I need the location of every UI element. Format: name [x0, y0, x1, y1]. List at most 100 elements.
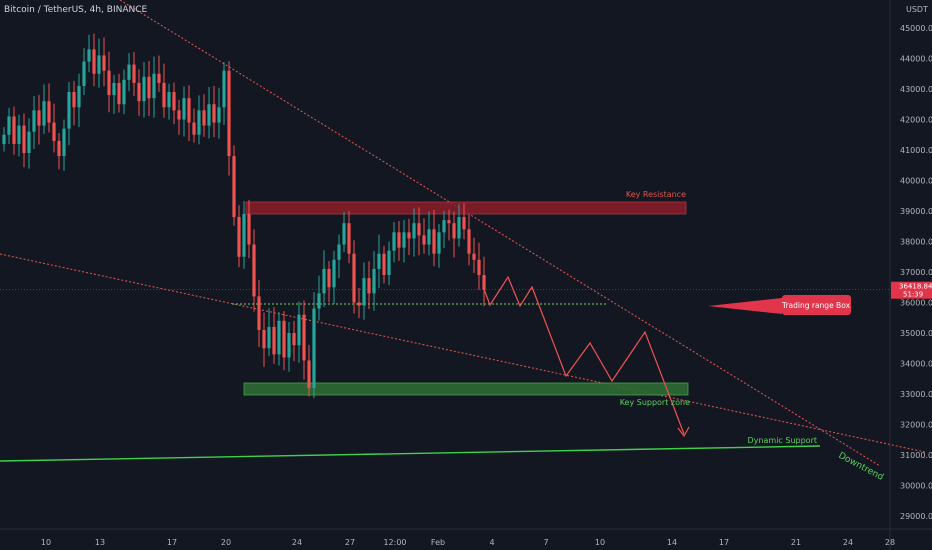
lower-trend-line — [0, 253, 926, 453]
y-tick-label: 30000.00 — [900, 482, 932, 491]
candle-body — [157, 73, 161, 83]
currency-label[interactable]: USDT — [906, 5, 928, 14]
candle-body — [227, 70, 231, 157]
candle-body — [362, 278, 366, 306]
y-tick-label: 44000.00 — [900, 55, 932, 64]
y-tick-label: 33000.00 — [900, 390, 932, 399]
x-tick-label: 17 — [167, 538, 177, 547]
candle-body — [142, 76, 146, 102]
candle-body — [182, 98, 186, 120]
candle-body — [7, 116, 11, 135]
x-tick-label: 10 — [595, 538, 605, 547]
candle-body — [277, 320, 281, 355]
candle-body — [57, 140, 61, 157]
candle-body — [167, 92, 171, 108]
candle-body — [382, 253, 386, 276]
x-tick-label: 13 — [95, 538, 105, 547]
candle-body — [342, 223, 346, 245]
x-tick-label: 7 — [543, 538, 548, 547]
candle-body — [297, 314, 301, 346]
candle-body — [302, 314, 306, 361]
candle-body — [442, 220, 446, 233]
candle-body — [272, 326, 276, 355]
candle-body — [287, 333, 291, 358]
y-tick-label: 37000.00 — [900, 268, 932, 277]
candle-body — [82, 61, 86, 86]
dynamic-support-label: Dynamic Support — [748, 436, 817, 445]
candle-body — [77, 85, 81, 108]
candle-body — [62, 128, 66, 157]
candle-body — [67, 92, 71, 129]
x-tick-label: 12:00 — [383, 538, 406, 547]
candle-body — [242, 214, 246, 257]
candle-body — [107, 70, 111, 96]
x-tick-label: 24 — [292, 538, 302, 547]
y-tick-label: 31000.00 — [900, 451, 932, 460]
x-tick-label: 17 — [719, 538, 729, 547]
projection-path — [483, 275, 685, 435]
symbol-title[interactable]: Bitcoin / TetherUS, 4h, BINANCE — [4, 5, 148, 15]
candle-body — [32, 110, 36, 132]
candle-body — [347, 223, 351, 254]
x-tick-label: 27 — [345, 538, 355, 547]
candle-body — [232, 156, 236, 218]
key-support-zone — [243, 382, 689, 396]
key-resistance-label: Key Resistance — [626, 190, 686, 199]
candle-body — [17, 125, 21, 144]
y-tick-label: 42000.00 — [900, 116, 932, 125]
candle-body — [477, 259, 481, 276]
candle-body — [102, 55, 106, 71]
time-axis[interactable]: 10 13 17 20 24 27 12:00 Feb 4 7 10 14 17 21 24 28 — [0, 528, 932, 547]
candle-body — [387, 250, 391, 276]
candle-body — [247, 214, 251, 245]
y-tick-label: 41000.00 — [900, 146, 932, 155]
downtrend-line — [119, 0, 881, 467]
candle-body — [147, 76, 151, 99]
x-tick-label: 10 — [41, 538, 51, 547]
candle-body — [327, 268, 331, 288]
candle-body — [452, 223, 456, 239]
y-tick-label: 45000.00 — [900, 24, 932, 33]
candle-body — [72, 92, 76, 108]
candle-body — [47, 101, 51, 123]
candle-body — [312, 308, 316, 388]
candle-body — [87, 49, 91, 62]
candle-body — [187, 98, 191, 123]
candle-body — [392, 232, 396, 251]
candle-body — [27, 131, 31, 154]
candle-body — [2, 134, 6, 144]
candle-body — [317, 293, 321, 309]
candle-body — [217, 107, 221, 123]
x-tick-label: 20 — [221, 538, 231, 547]
candle-body — [282, 320, 286, 358]
candle-body — [467, 229, 471, 254]
trend-lines — [0, 0, 926, 467]
candle-body — [357, 302, 361, 306]
candle-body — [112, 82, 116, 96]
y-tick-label: 39000.00 — [900, 207, 932, 216]
candle-body — [332, 259, 336, 288]
candle-body — [152, 73, 156, 99]
candle-body — [197, 110, 201, 135]
y-tick-label: 36000.00 — [900, 299, 932, 308]
key-support-label: Key Support zone — [620, 398, 690, 407]
candle-body — [322, 268, 326, 294]
candle-body — [202, 110, 206, 126]
candle-body — [12, 116, 16, 144]
candle-body — [367, 278, 371, 294]
candle-body — [177, 110, 181, 120]
trading-range-callout — [782, 295, 851, 315]
candle-body — [377, 253, 381, 269]
current-price-tag — [891, 281, 932, 299]
zones — [243, 201, 689, 396]
projection-arrowhead — [677, 426, 690, 438]
candle-body — [372, 268, 376, 294]
current-price-value: 36418.84 — [899, 283, 932, 291]
y-tick-label: 29000.00 — [900, 512, 932, 521]
candle-body — [402, 232, 406, 248]
y-tick-label: 40000.00 — [900, 177, 932, 186]
candle-body — [212, 104, 216, 123]
